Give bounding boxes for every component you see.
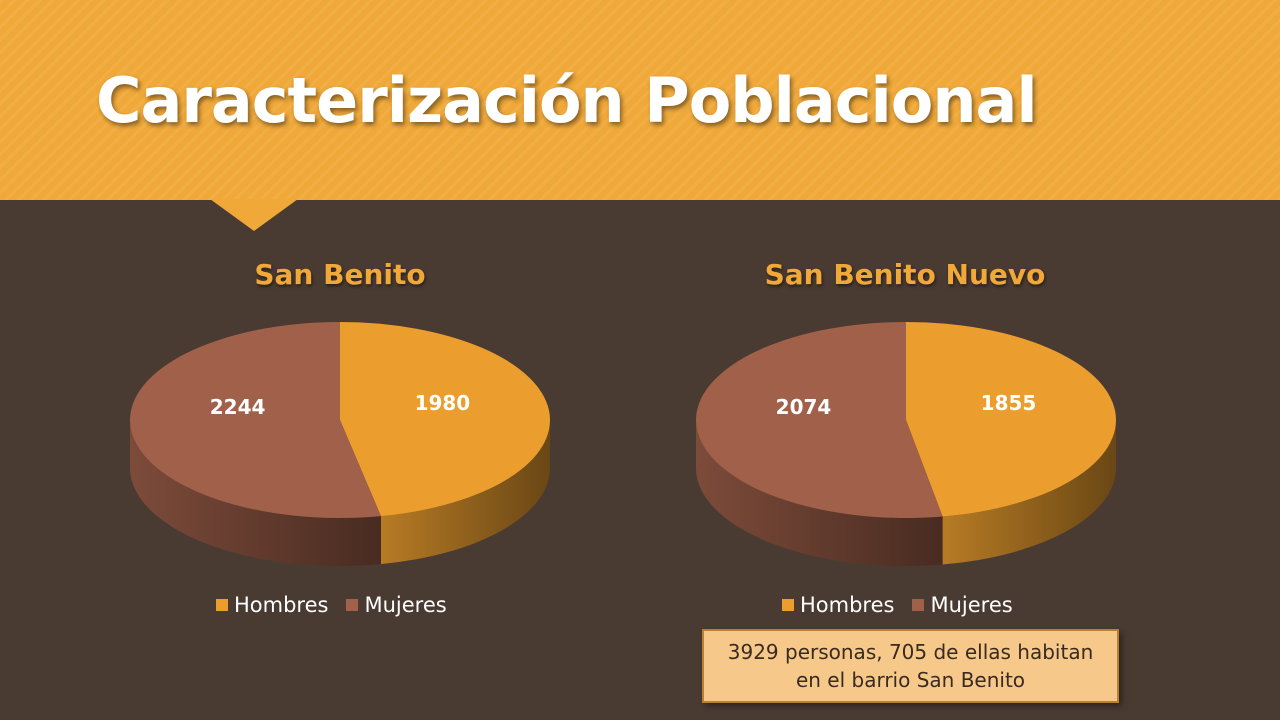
legend-label-mujeres: Mujeres (930, 593, 1013, 617)
pie-slice-mujeres (696, 322, 943, 518)
data-label-mujeres: 2244 (210, 395, 266, 419)
data-label-hombres: 1980 (415, 391, 471, 415)
legend-label-hombres: Hombres (800, 593, 895, 617)
pie-side-mujeres (696, 420, 943, 567)
pie-slice-hombres (906, 322, 1117, 517)
summary-note: 3929 personas, 705 de ellas habitan en e… (702, 629, 1119, 703)
legend-swatch-hombres (782, 599, 794, 611)
legend-item-hombres: Hombres (216, 593, 328, 617)
chart-title-san-benito: San Benito (254, 258, 426, 291)
slide-title: Caracterización Poblacional (96, 64, 1038, 137)
pie-side-mujeres (130, 420, 381, 566)
chart-title-san-benito-nuevo: San Benito Nuevo (764, 258, 1046, 291)
legend-item-hombres: Hombres (782, 593, 894, 617)
legend-swatch-mujeres (346, 599, 359, 611)
pie-slice-hombres (340, 322, 551, 517)
header-banner (0, 0, 1280, 200)
pie-side-hombres (380, 420, 550, 565)
data-label-hombres: 1855 (981, 391, 1037, 415)
header-notch (210, 199, 298, 231)
legend-swatch-mujeres (912, 599, 925, 611)
legend-san-benito-nuevo: Hombres Mujeres (782, 592, 1013, 618)
legend-swatch-hombres (216, 599, 228, 611)
legend-item-mujeres: Mujeres (346, 593, 447, 617)
legend-san-benito: Hombres Mujeres (216, 592, 447, 618)
legend-label-mujeres: Mujeres (364, 593, 447, 617)
legend-label-hombres: Hombres (234, 593, 329, 617)
data-label-mujeres: 2074 (776, 395, 832, 419)
pie-slice-mujeres (130, 322, 381, 518)
pie-side-hombres (942, 420, 1116, 565)
legend-item-mujeres: Mujeres (912, 593, 1013, 617)
